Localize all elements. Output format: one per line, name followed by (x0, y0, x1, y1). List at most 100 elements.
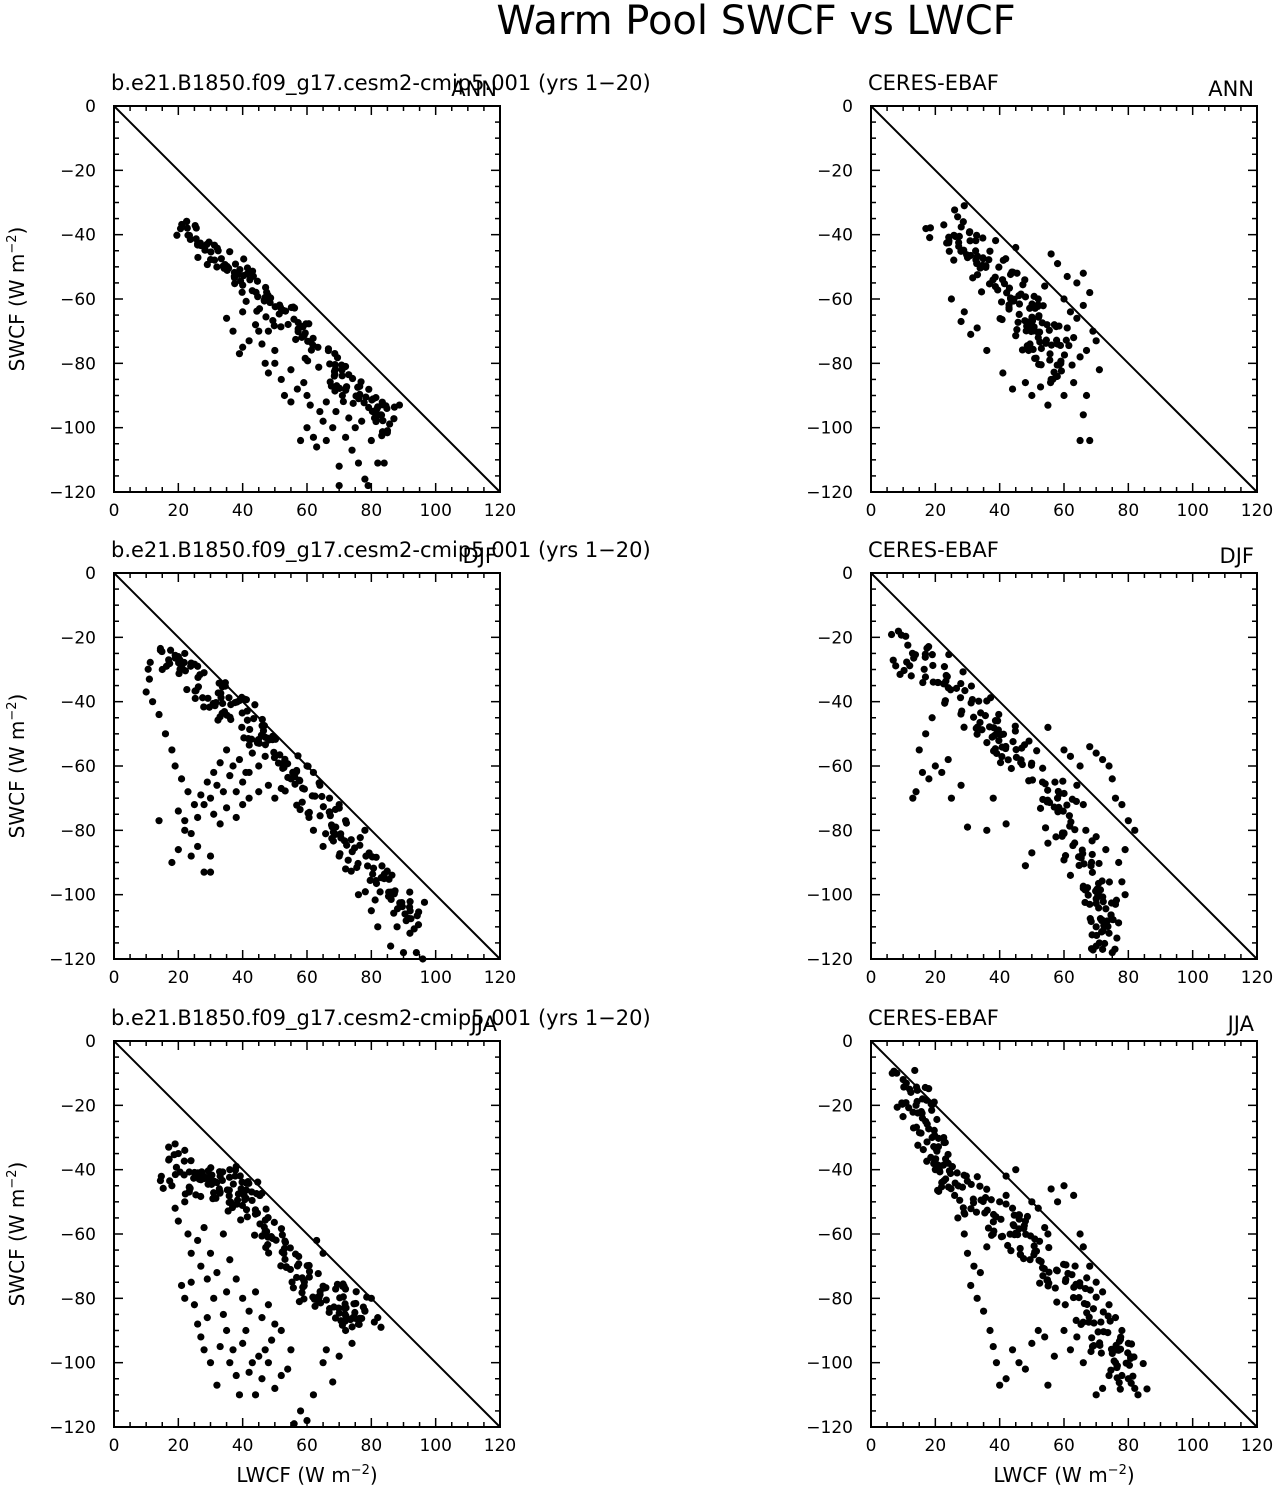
scatter-point (899, 1113, 907, 1121)
scatter-point (1070, 334, 1078, 342)
scatter-point (987, 1196, 995, 1204)
scatter-point (203, 778, 211, 786)
scatter-point (204, 694, 212, 702)
scatter-point (245, 1307, 253, 1315)
scatter-point (327, 382, 335, 390)
reference-line (113, 1040, 501, 1428)
scatter-point (957, 710, 965, 718)
scatter-point (1044, 839, 1052, 847)
scatter-point (922, 730, 930, 738)
scatter-point (1092, 895, 1100, 903)
scatter-point (1015, 300, 1024, 308)
scatter-point (1079, 301, 1087, 310)
scatter-point (258, 340, 266, 348)
scatter-point (270, 753, 279, 762)
scatter-point (1108, 775, 1116, 783)
x-tick-label: 40 (989, 1436, 1011, 1456)
scatter-point (933, 1115, 941, 1124)
scatter-point (1086, 436, 1094, 445)
scatter-point (957, 223, 965, 231)
scatter-point (365, 385, 373, 393)
scatter-point (300, 1282, 308, 1290)
scatter-point (969, 1199, 978, 1207)
scatter-point (322, 436, 330, 445)
x-tick-label: 60 (1053, 501, 1075, 521)
scatter-point (245, 337, 253, 345)
scatter-point (1044, 786, 1052, 794)
x-tick-label: 120 (1241, 501, 1273, 521)
scatter-point (1122, 1359, 1130, 1367)
scatter-point (1076, 762, 1084, 770)
scatter-point (947, 794, 956, 802)
scatter-point (223, 1186, 231, 1194)
scatter-point (1088, 868, 1096, 876)
scatter-point (996, 1381, 1004, 1389)
scatter-point (1092, 923, 1100, 931)
scatter-point (245, 741, 253, 749)
scatter-point (369, 864, 378, 872)
scatter-point (1111, 794, 1120, 802)
scatter-point (941, 680, 949, 688)
scatter-point (379, 417, 387, 425)
scatter-point (270, 1218, 278, 1226)
x-tick-label: 40 (989, 968, 1011, 988)
scatter-point (919, 678, 927, 687)
scatter-point (378, 432, 386, 440)
scatter-point (1066, 308, 1075, 316)
y-tick-label: −40 (60, 693, 96, 713)
scatter-point (958, 1183, 967, 1191)
scatter-point (180, 658, 188, 667)
scatter-point (1065, 812, 1073, 820)
scatter-point (232, 788, 240, 796)
scatter-point (386, 420, 394, 428)
scatter-point (319, 803, 327, 811)
scatter-point (979, 234, 987, 242)
scatter-point (979, 1307, 988, 1315)
scatter-point (914, 1141, 922, 1149)
scatter-point (994, 286, 1002, 294)
scatter-point (1033, 747, 1041, 755)
scatter-point (342, 433, 350, 441)
scatter-point (1127, 1353, 1135, 1361)
y-axis-label: SWCF (W m−2) (5, 694, 29, 839)
scatter-point (1003, 289, 1011, 297)
scatter-point (295, 1260, 303, 1268)
scatter-point (967, 1180, 975, 1189)
scatter-point (383, 867, 391, 875)
scatter-point (260, 1223, 268, 1231)
scatter-point (351, 424, 359, 432)
scatter-point (348, 446, 356, 454)
scatter-point (1104, 922, 1112, 931)
scatter-point (294, 325, 302, 333)
y-tick-label: −40 (817, 693, 853, 713)
scatter-point (1053, 794, 1062, 802)
scatter-point (229, 1346, 237, 1354)
scatter-point (1044, 1230, 1052, 1238)
scatter-point (347, 836, 355, 844)
scatter-point (944, 1150, 952, 1159)
scatter-point (1012, 243, 1020, 252)
scatter-point (216, 820, 224, 828)
scatter-point (271, 1384, 279, 1392)
scatter-point (1057, 359, 1065, 367)
scatter-point (239, 778, 247, 786)
scatter-point (1099, 755, 1107, 764)
scatter-point (412, 948, 420, 957)
scatter-point (210, 768, 218, 777)
scatter-point (932, 1155, 940, 1163)
scatter-point (243, 707, 251, 715)
scatter-point (1036, 1279, 1044, 1287)
scatter-point (967, 1281, 975, 1290)
scatter-point (1079, 411, 1087, 419)
scatter-point (270, 322, 278, 330)
scatter-point (161, 730, 170, 738)
scatter-point (1071, 1262, 1079, 1270)
scatter-point (242, 1206, 251, 1214)
scatter-point (361, 826, 369, 834)
scatter-point (1026, 1256, 1034, 1264)
scatter-point (369, 870, 377, 878)
scatter-point (1093, 885, 1101, 893)
scatter-point (277, 1225, 286, 1233)
scatter-point (298, 798, 306, 806)
scatter-point (1107, 1345, 1116, 1353)
